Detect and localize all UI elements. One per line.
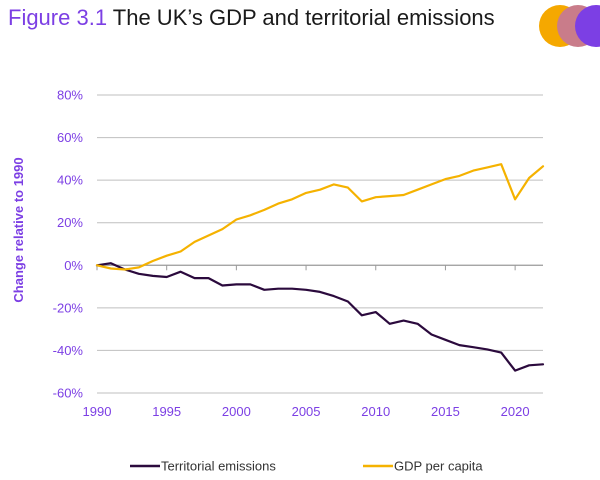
logo-circle-purple — [575, 5, 600, 47]
series-line — [95, 163, 545, 271]
y-tick-label: 80% — [57, 88, 83, 103]
y-tick-label: 40% — [57, 173, 83, 188]
y-tick-label: 0% — [64, 258, 83, 273]
y-tick-label: 60% — [57, 130, 83, 145]
y-axis-ticks: -60% -40% -20% 0% 20% 40% 60% 80% — [53, 88, 84, 401]
y-tick-label: -20% — [53, 300, 84, 315]
x-tick-label: 2010 — [361, 404, 390, 419]
y-tick-label: -60% — [53, 386, 84, 401]
x-tick-label: 2000 — [222, 404, 251, 419]
x-tick-label: 2015 — [431, 404, 460, 419]
series-line — [95, 262, 545, 372]
legend-label: GDP per capita — [394, 459, 483, 474]
y-tick-label: 20% — [57, 215, 83, 230]
series-lines — [95, 163, 545, 372]
chart-title: Figure 3.1 The UK’s GDP and territorial … — [8, 4, 495, 32]
legend-label: Territorial emissions — [161, 459, 276, 474]
legend: Territorial emissions GDP per capita — [130, 459, 483, 474]
gridlines — [97, 94, 543, 394]
x-axis-ticks: 1990 1995 2000 2005 2010 2015 2020 — [83, 265, 530, 419]
figure-title: The UK’s GDP and territorial emissions — [112, 5, 495, 30]
figure-number: Figure 3.1 — [8, 5, 108, 30]
logo-circles-icon — [539, 5, 600, 47]
x-tick-label: 2005 — [292, 404, 321, 419]
y-axis-title: Change relative to 1990 — [11, 157, 26, 302]
x-tick-label: 1990 — [83, 404, 112, 419]
y-tick-label: -40% — [53, 343, 84, 358]
x-tick-label: 2020 — [501, 404, 530, 419]
x-tick-label: 1995 — [152, 404, 181, 419]
